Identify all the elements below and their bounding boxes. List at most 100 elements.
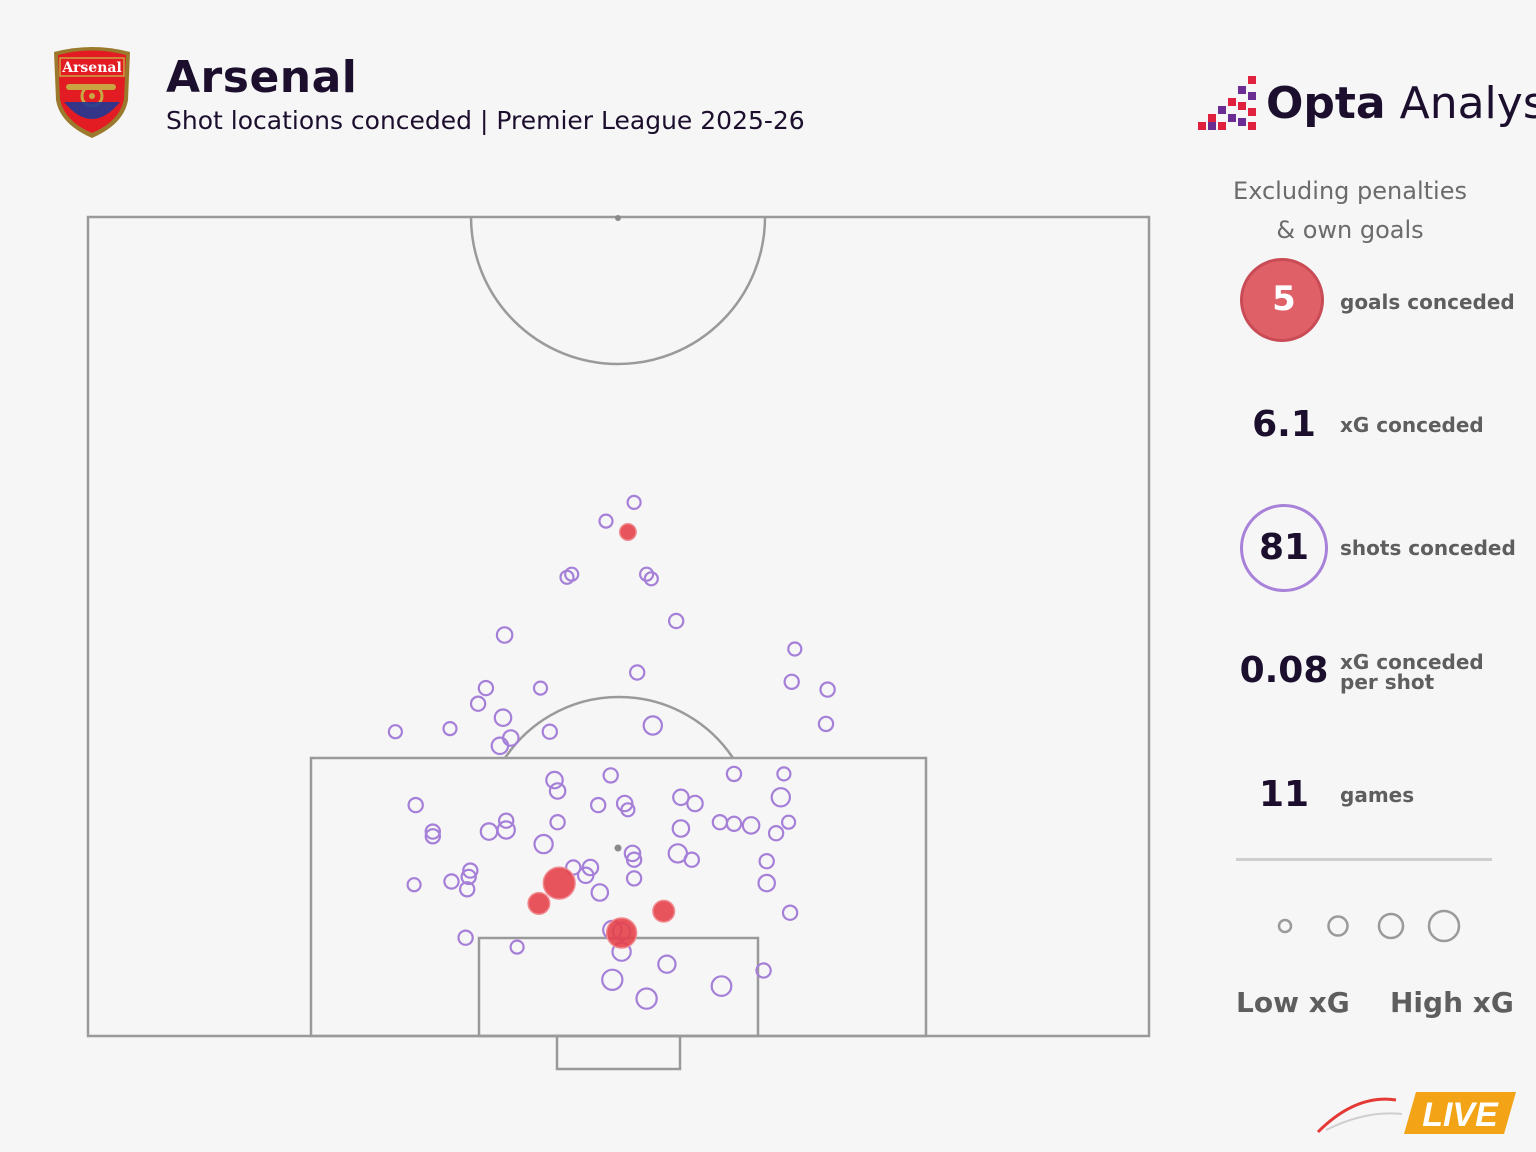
- panel-divider: [1236, 858, 1492, 861]
- shot-marker: [629, 664, 646, 681]
- shot-marker: [576, 866, 595, 885]
- shot-marker: [787, 641, 803, 657]
- shot-marker: [443, 873, 460, 890]
- shot-marker: [602, 767, 619, 784]
- shot-marker: [598, 513, 614, 529]
- pitch-outline: [86, 215, 1151, 1038]
- shot-marker: [770, 787, 792, 808]
- shot-marker: [757, 873, 776, 893]
- shot-marker: [781, 904, 799, 921]
- redlive-watermark-logo: LIVE: [1316, 1092, 1516, 1134]
- shot-marker: [459, 881, 476, 898]
- games-label: games: [1340, 783, 1415, 807]
- goals-circle: [1240, 258, 1324, 342]
- legend-circle-2: [1327, 915, 1349, 937]
- shot-marker: [462, 862, 479, 879]
- goals-layer: [527, 523, 676, 949]
- opta-logo-bold: Opta: [1266, 78, 1386, 129]
- xg-per-shot-label-line2: per shot: [1340, 670, 1435, 694]
- shots-label: shots conceded: [1340, 536, 1516, 560]
- shot-marker: [406, 877, 422, 893]
- shot-marker: [623, 844, 642, 863]
- xg-label: xG conceded: [1340, 413, 1484, 437]
- legend-high-label: High xG: [1390, 986, 1514, 1019]
- shot-marker: [498, 812, 515, 829]
- shot-marker: [710, 975, 733, 997]
- shots-value: 81: [1258, 527, 1310, 568]
- shot-marker: [643, 571, 659, 587]
- shot-marker: [625, 851, 643, 868]
- shot-marker: [509, 939, 525, 955]
- legend-circle-1: [1277, 918, 1293, 934]
- shot-marker: [532, 680, 549, 696]
- shot-marker: [741, 816, 761, 835]
- goal: [555, 1034, 682, 1071]
- page-title: Arsenal: [166, 52, 358, 103]
- shot-marker: [477, 679, 495, 697]
- shot-marker: [601, 968, 624, 992]
- shot-marker: [590, 883, 610, 902]
- shot-marker: [590, 796, 607, 814]
- shot-marker: [638, 566, 655, 582]
- pitch-chart: [86, 215, 1151, 1071]
- shot-marker: [387, 724, 403, 740]
- xg-size-legend: [1277, 909, 1461, 943]
- goals-value: 5: [1272, 279, 1296, 319]
- shot-marker: [424, 828, 441, 845]
- goal-marker: [527, 891, 551, 915]
- xg-per-shot-value: 0.08: [1239, 650, 1329, 691]
- shot-marker: [817, 715, 835, 733]
- shot-marker: [725, 815, 743, 833]
- shots-circle: [1240, 504, 1328, 592]
- shot-marker: [625, 870, 643, 887]
- xg-per-shot-label-line1: xG conceded: [1340, 650, 1484, 674]
- games-value: 11: [1258, 774, 1310, 815]
- opta-logo-rest: Analyst: [1399, 78, 1536, 129]
- shot-marker: [668, 612, 685, 630]
- opta-logo-icon: [1198, 76, 1256, 130]
- shot-marker: [460, 868, 477, 886]
- shot-marker: [424, 823, 441, 840]
- penalty-spot: [614, 844, 622, 852]
- goal-marker: [652, 899, 676, 923]
- exclusion-note-line2: & own goals: [1276, 216, 1424, 244]
- goal-marker: [618, 523, 637, 541]
- shot-marker: [626, 494, 642, 510]
- shot-marker: [819, 681, 836, 698]
- shot-marker: [711, 814, 729, 831]
- shot-marker: [548, 782, 567, 800]
- centre-spot: [615, 215, 621, 221]
- shot-marker: [545, 770, 564, 790]
- shot-marker: [490, 736, 510, 756]
- goal-marker: [605, 917, 638, 949]
- exclusion-note-line1: Excluding penalties: [1233, 177, 1467, 205]
- shot-marker: [780, 814, 797, 830]
- shot-marker: [615, 794, 634, 813]
- shot-marker: [620, 802, 636, 818]
- shot-marker: [683, 851, 701, 868]
- shot-marker: [549, 814, 566, 831]
- shots-layer: [387, 494, 836, 1010]
- shot-marker: [783, 673, 800, 691]
- exclusion-note: Excluding penalties & own goals: [1230, 172, 1470, 250]
- shot-marker: [479, 822, 499, 841]
- shot-marker: [671, 819, 691, 838]
- shot-marker: [493, 708, 513, 727]
- shot-marker: [776, 766, 792, 782]
- shot-marker: [442, 720, 458, 737]
- shot-marker: [407, 796, 424, 814]
- shot-marker: [501, 729, 520, 747]
- opta-logo-text: Opta Analyst: [1266, 78, 1536, 129]
- shot-marker: [686, 794, 704, 813]
- shot-marker: [495, 626, 514, 644]
- shot-marker: [469, 695, 487, 712]
- shot-marker: [457, 929, 474, 946]
- xg-value: 6.1: [1252, 404, 1316, 445]
- shot-marker: [758, 853, 775, 870]
- shot-marker: [672, 788, 690, 807]
- centre-circle: [469, 216, 767, 366]
- watermark-text: LIVE: [1422, 1096, 1499, 1134]
- page-subtitle: Shot locations conceded | Premier League…: [166, 106, 805, 135]
- shot-marker: [725, 765, 743, 783]
- shot-marker: [496, 820, 516, 840]
